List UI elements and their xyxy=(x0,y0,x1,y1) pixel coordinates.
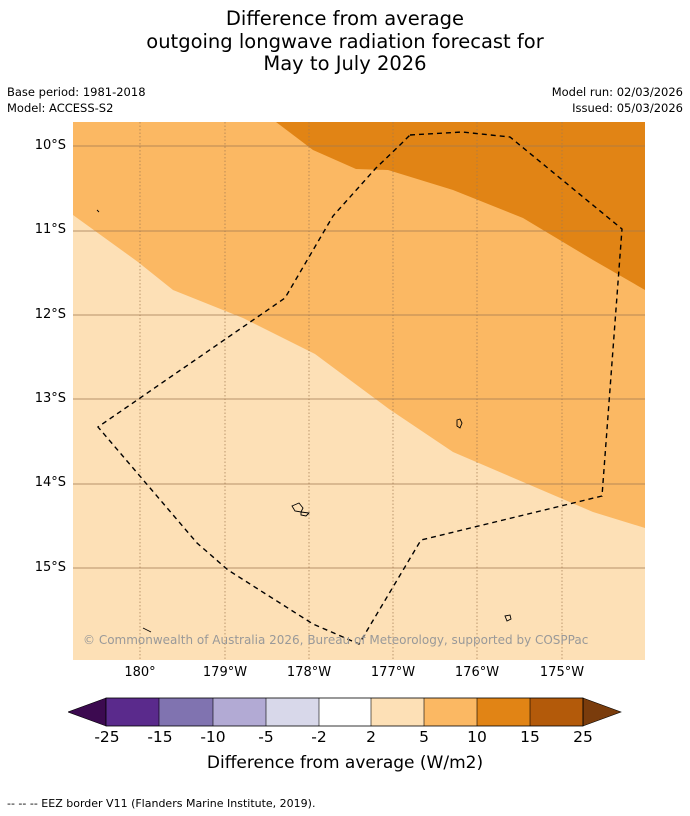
colorbar-tick: -15 xyxy=(147,728,173,746)
island-outline xyxy=(96,209,100,213)
chart-title: Difference from average outgoing longwav… xyxy=(0,7,690,76)
colorbar-extend-low xyxy=(68,697,107,727)
map-panel xyxy=(73,122,645,660)
colorbar-outline xyxy=(105,697,584,727)
colorbar-segment-2-5 xyxy=(371,698,424,726)
colorbar-label: Difference from average (W/m2) xyxy=(206,753,484,773)
colorbar-tick: 5 xyxy=(419,728,429,746)
colorbar-dividers xyxy=(158,698,531,726)
title-line-2: outgoing longwave radiation forecast for xyxy=(146,29,544,53)
issued-date: Issued: 05/03/2026 xyxy=(572,101,683,115)
colorbar-tick: 10 xyxy=(467,728,487,746)
eez-border xyxy=(96,131,623,645)
title-line-1: Difference from average xyxy=(225,7,465,30)
island-outline xyxy=(456,418,463,429)
lon-label-176w: 176°W xyxy=(454,665,500,680)
colorbar-tick: -25 xyxy=(94,728,120,746)
lon-label-178w: 178°W xyxy=(286,665,332,680)
anomaly-band-5-to-10 xyxy=(73,122,645,528)
lat-label-12s: 12°S xyxy=(34,307,66,322)
model-name: Model: ACCESS-S2 xyxy=(7,101,114,115)
lon-label-177w: 177°W xyxy=(370,665,416,680)
colorbar-segment-neg15-neg10 xyxy=(159,698,213,726)
eez-legend-note: -- -- -- EEZ border V11 (Flanders Marine… xyxy=(7,797,316,810)
colorbar xyxy=(68,697,622,727)
title-line-3: May to July 2026 xyxy=(263,52,427,75)
colorbar-tick: 25 xyxy=(573,728,593,746)
lon-label-179w: 179°W xyxy=(202,665,248,680)
lon-label-180: 180° xyxy=(124,665,156,680)
latitude-gridlines xyxy=(73,145,645,569)
island-outlines xyxy=(96,209,512,633)
colorbar-tick: -10 xyxy=(200,728,226,746)
lat-label-15s: 15°S xyxy=(34,560,66,575)
colorbar-segment-neg25-neg15 xyxy=(106,698,159,726)
model-run: Model run: 02/03/2026 xyxy=(551,85,683,99)
lat-label-11s: 11°S xyxy=(34,222,66,237)
base-period: Base period: 1981-2018 xyxy=(7,85,146,99)
colorbar-extend-high xyxy=(582,697,622,727)
colorbar-tick: 2 xyxy=(366,728,376,746)
meta-right: Model run: 02/03/2026 Issued: 05/03/2026 xyxy=(552,84,683,116)
colorbar-tick: -2 xyxy=(311,728,327,746)
lon-label-175w: 175°W xyxy=(539,665,585,680)
colorbar-segment-neg5-neg2 xyxy=(266,698,319,726)
colorbar-segment-10-15 xyxy=(477,698,530,726)
lat-label-13s: 13°S xyxy=(34,391,66,406)
colorbar-segment-15-25 xyxy=(530,698,583,726)
colorbar-tick: -5 xyxy=(258,728,274,746)
meta-left: Base period: 1981-2018 Model: ACCESS-S2 xyxy=(7,84,146,116)
island-outline xyxy=(300,511,310,517)
longitude-gridlines xyxy=(139,122,563,660)
colorbar-segment-neg2-2 xyxy=(319,698,371,726)
island-outline xyxy=(504,614,512,622)
anomaly-band-10-to-15 xyxy=(276,122,645,290)
lat-label-14s: 14°S xyxy=(34,475,66,490)
colorbar-tick: 15 xyxy=(520,728,540,746)
lat-label-10s: 10°S xyxy=(34,138,66,153)
copyright-notice: © Commonwealth of Australia 2026, Bureau… xyxy=(83,633,589,647)
island-outline xyxy=(142,627,152,633)
colorbar-segment-neg10-neg5 xyxy=(213,698,266,726)
colorbar-segment-5-10 xyxy=(424,698,477,726)
island-outline xyxy=(291,502,304,513)
